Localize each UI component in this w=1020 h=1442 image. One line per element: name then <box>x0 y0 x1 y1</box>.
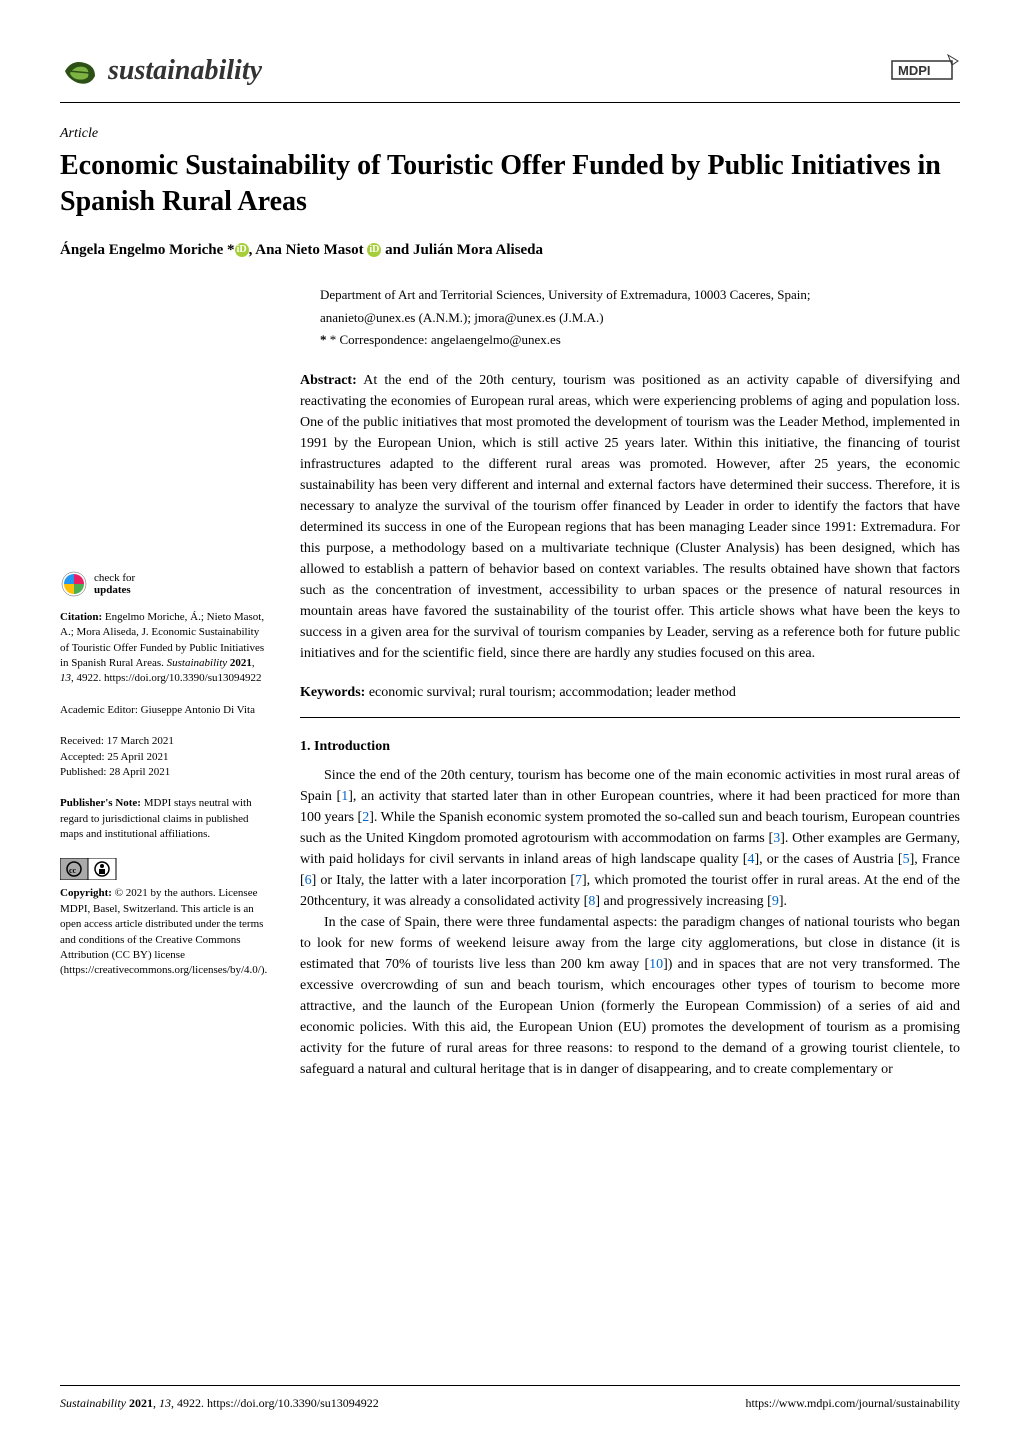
publishers-note-label: Publisher's Note: <box>60 797 141 809</box>
page-footer: Sustainability 2021, 13, 4922. https://d… <box>60 1385 960 1412</box>
abstract-text: At the end of the 20th century, tourism … <box>300 373 960 661</box>
journal-name: sustainability <box>108 50 262 92</box>
authors-line: Ángela Engelmo Moriche *iD, Ana Nieto Ma… <box>60 239 960 262</box>
main-content: Abstract: At the end of the 20th century… <box>300 370 960 1080</box>
keywords-block: Keywords: economic survival; rural touri… <box>300 682 960 718</box>
citation-block: Citation: Engelmo Moriche, Á.; Nieto Mas… <box>60 610 270 687</box>
p1-text: ] and progressively increasing [ <box>595 894 772 909</box>
copyright-text: © 2021 by the authors. Licensee MDPI, Ba… <box>60 887 267 976</box>
correspondence: * * Correspondence: angelaengelmo@unex.e… <box>320 330 960 350</box>
abstract-block: Abstract: At the end of the 20th century… <box>300 370 960 664</box>
citation-label: Citation: <box>60 611 102 623</box>
footer-right: https://www.mdpi.com/journal/sustainabil… <box>745 1394 960 1412</box>
date-accepted: Accepted: 25 April 2021 <box>60 750 270 765</box>
intro-para-1: Since the end of the 20th century, touri… <box>300 765 960 912</box>
abstract-label: Abstract: <box>300 373 357 388</box>
svg-text:MDPI: MDPI <box>898 63 931 78</box>
footer-journal: Sustainability <box>60 1396 129 1410</box>
p2-text: ]) and in spaces that are not very trans… <box>300 957 960 1077</box>
sustainability-leaf-icon <box>60 51 100 91</box>
ref-10[interactable]: 10 <box>649 957 663 972</box>
p1-text: ]. <box>779 894 787 909</box>
article-type: Article <box>60 123 960 144</box>
cc-by-icon: cc <box>60 858 270 880</box>
check-updates-icon <box>60 570 88 598</box>
footer-left: Sustainability 2021, 13, 4922. https://d… <box>60 1394 379 1412</box>
citation-journal: Sustainability <box>167 657 228 669</box>
author-2: Ana Nieto Masot <box>255 242 367 258</box>
ref-6[interactable]: 6 <box>305 873 312 888</box>
ref-7[interactable]: 7 <box>575 873 582 888</box>
affiliation-emails: ananieto@unex.es (A.N.M.); jmora@unex.es… <box>320 308 960 328</box>
article-title: Economic Sustainability of Touristic Off… <box>60 148 960 221</box>
correspondence-text: * Correspondence: angelaengelmo@unex.es <box>330 332 561 347</box>
orcid-icon[interactable]: iD <box>235 243 249 257</box>
ref-5[interactable]: 5 <box>903 852 910 867</box>
affiliation-dept: Department of Art and Territorial Scienc… <box>320 285 960 305</box>
keywords-label: Keywords: <box>300 685 365 700</box>
ref-9[interactable]: 9 <box>772 894 779 909</box>
check-updates[interactable]: check forupdates <box>60 570 270 598</box>
p1-text: ] or Italy, the latter with a later inco… <box>312 873 575 888</box>
page-header: sustainability MDPI <box>60 50 960 103</box>
journal-logo: sustainability <box>60 50 262 92</box>
editor-block: Academic Editor: Giuseppe Antonio Di Vit… <box>60 703 270 718</box>
date-received: Received: 17 March 2021 <box>60 734 270 749</box>
check-updates-text: check forupdates <box>94 572 135 596</box>
date-published: Published: 28 April 2021 <box>60 765 270 780</box>
affiliation-block: Department of Art and Territorial Scienc… <box>300 285 960 350</box>
license-block: cc Copyright: © 2021 by the authors. Lic… <box>60 858 270 978</box>
p1-text: ], or the cases of Austria [ <box>754 852 902 867</box>
mdpi-logo: MDPI <box>890 53 960 90</box>
sidebar: check forupdates Citation: Engelmo Moric… <box>60 370 270 1080</box>
orcid-icon[interactable]: iD <box>367 243 381 257</box>
publishers-note-block: Publisher's Note: MDPI stays neutral wit… <box>60 796 270 842</box>
section-title: 1. Introduction <box>300 736 960 757</box>
intro-para-2: In the case of Spain, there were three f… <box>300 912 960 1080</box>
dates-block: Received: 17 March 2021 Accepted: 25 Apr… <box>60 734 270 780</box>
author-3: and Julián Mora Aliseda <box>381 242 543 258</box>
author-1: Ángela Engelmo Moriche * <box>60 242 235 258</box>
keywords-text: economic survival; rural tourism; accomm… <box>369 685 736 700</box>
copyright-label: Copyright: <box>60 887 112 899</box>
svg-text:cc: cc <box>69 866 77 875</box>
